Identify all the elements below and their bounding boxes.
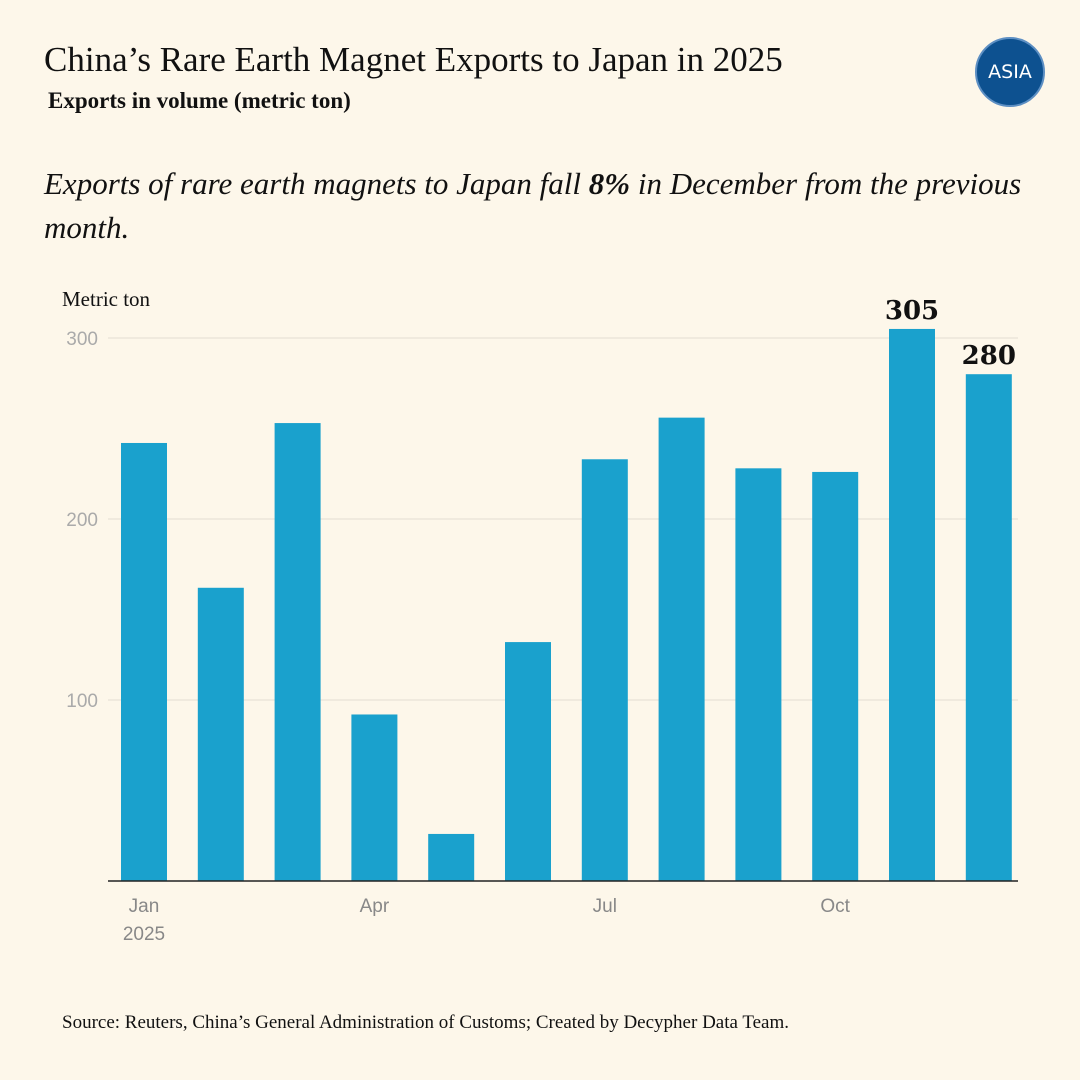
bar-aug: [658, 417, 705, 881]
logo-text: ASIA: [988, 61, 1032, 83]
chart-title: China’s Rare Earth Magnet Exports to Jap…: [44, 40, 783, 79]
source-note: Source: Reuters, China’s General Adminis…: [62, 1012, 790, 1033]
chart-subtitle: Exports in volume (metric ton): [48, 88, 351, 113]
bar-oct: [812, 471, 859, 881]
x-tick-label: Jan: [129, 896, 160, 917]
bar-may: [428, 833, 475, 881]
x-tick-sublabel: 2025: [123, 924, 165, 945]
asia-logo: ASIA: [975, 37, 1045, 107]
data-label: 280: [962, 341, 1016, 371]
x-tick-label: Apr: [360, 896, 390, 917]
bar-jan: [121, 442, 167, 881]
bar-jul: [581, 459, 628, 881]
data-label: 305: [885, 296, 939, 326]
bar-nov: [889, 328, 935, 881]
y-tick-label: 300: [66, 329, 98, 350]
bar-jun: [505, 642, 551, 881]
headline-text-end: in December from the previous month.: [44, 166, 1022, 245]
x-tick-label: Jul: [593, 896, 617, 917]
bar-mar: [274, 423, 321, 881]
bar-feb: [197, 587, 244, 881]
headline-highlight: 8%: [588, 166, 631, 201]
x-tick-label: Oct: [820, 896, 850, 917]
bar-sep: [735, 468, 782, 881]
y-axis-label: Metric ton: [62, 287, 151, 311]
headline: Exports of rare earth magnets to Japan f…: [44, 162, 1054, 250]
bar-dec: [965, 374, 1012, 881]
y-tick-label: 200: [66, 510, 98, 531]
bar-apr: [351, 714, 398, 881]
y-tick-label: 100: [66, 691, 98, 712]
headline-text: Exports of rare earth magnets to Japan f…: [44, 166, 589, 201]
